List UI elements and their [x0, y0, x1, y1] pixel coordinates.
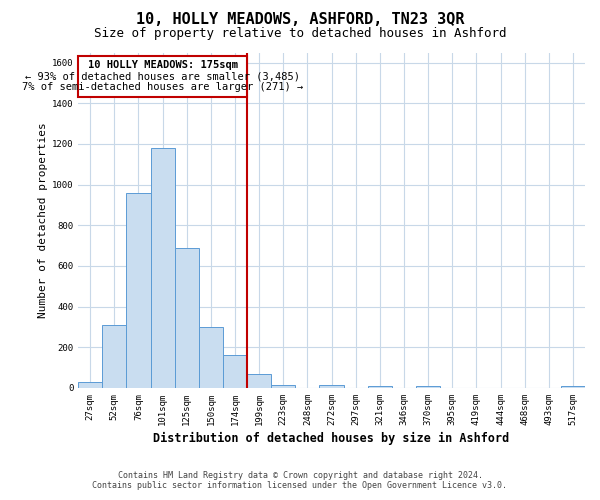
Bar [561, 386, 585, 388]
X-axis label: Distribution of detached houses by size in Ashford: Distribution of detached houses by size … [154, 432, 509, 445]
Bar [102, 325, 127, 388]
Y-axis label: Number of detached properties: Number of detached properties [38, 122, 47, 318]
Bar [127, 192, 151, 388]
Bar [368, 386, 392, 388]
Text: 7% of semi-detached houses are larger (271) →: 7% of semi-detached houses are larger (2… [22, 82, 303, 92]
Text: Contains HM Land Registry data © Crown copyright and database right 2024.
Contai: Contains HM Land Registry data © Crown c… [92, 470, 508, 490]
Bar [247, 374, 271, 388]
Text: 10, HOLLY MEADOWS, ASHFORD, TN23 3QR: 10, HOLLY MEADOWS, ASHFORD, TN23 3QR [136, 12, 464, 28]
Text: Size of property relative to detached houses in Ashford: Size of property relative to detached ho… [94, 28, 506, 40]
Bar [78, 382, 102, 388]
Bar [319, 385, 344, 388]
Bar [199, 327, 223, 388]
Bar [175, 248, 199, 388]
Text: 10 HOLLY MEADOWS: 175sqm: 10 HOLLY MEADOWS: 175sqm [88, 60, 238, 70]
FancyBboxPatch shape [78, 56, 247, 97]
Bar [416, 386, 440, 388]
Text: ← 93% of detached houses are smaller (3,485): ← 93% of detached houses are smaller (3,… [25, 71, 300, 81]
Bar [271, 385, 295, 388]
Bar [151, 148, 175, 388]
Bar [223, 356, 247, 388]
